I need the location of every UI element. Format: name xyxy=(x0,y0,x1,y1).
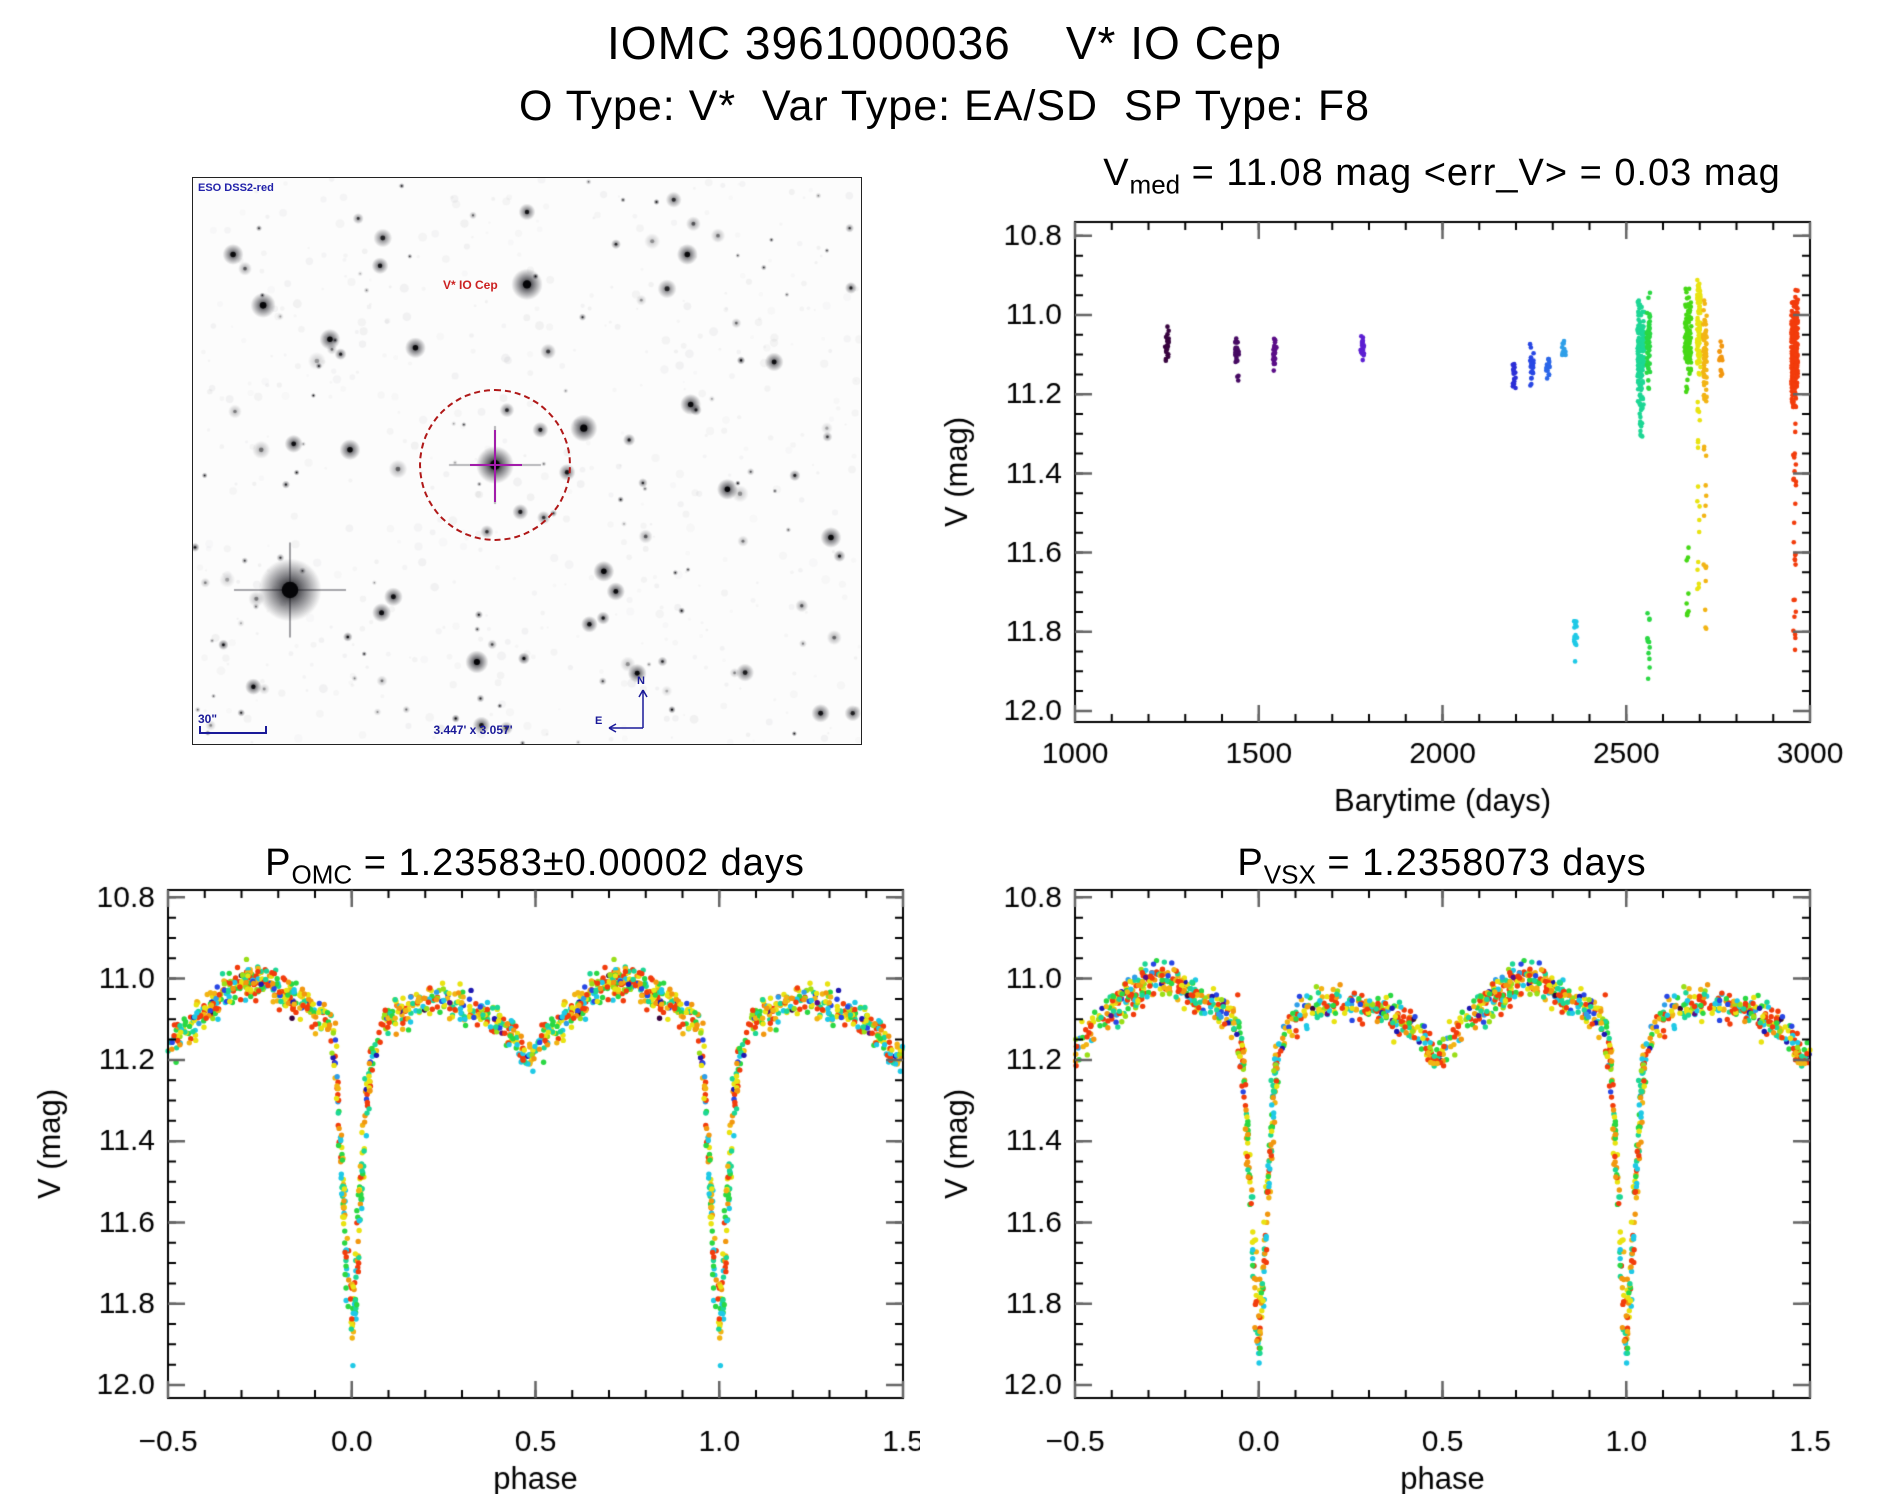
phase-vsx-plot-canvas xyxy=(780,880,1889,1494)
finder-chart: ESO DSS2-red V* IO Cep 30" 3.447' x 3.05… xyxy=(192,177,862,745)
title-symbol: P xyxy=(265,842,292,884)
target-circle-marker xyxy=(419,389,571,541)
scale-bar-label: 30" xyxy=(198,712,218,726)
barytime-plot-canvas xyxy=(900,150,1889,830)
title-value: = 1.2358073 days xyxy=(1315,842,1647,884)
title-symbol: P xyxy=(1237,842,1264,884)
fov-size-label: 3.447' x 3.057' xyxy=(433,723,513,737)
compass-icon: N E xyxy=(595,675,648,733)
compass-east-label: E xyxy=(595,715,602,727)
phase-vsx-plot-title: PVSX = 1.2358073 days xyxy=(892,842,1889,891)
page-subtitle: O Type: V* Var Type: EA/SD SP Type: F8 xyxy=(518,82,1371,130)
compass-north-label: N xyxy=(637,675,645,687)
survey-label: ESO DSS2-red xyxy=(198,182,274,194)
page-title: IOMC 3961000036 V* IO Cep xyxy=(607,17,1282,69)
crosshair-icon xyxy=(494,430,496,502)
scale-bar xyxy=(199,726,267,734)
title-value: = 1.23583±0.00002 days xyxy=(352,842,805,884)
phase-omc-plot-title: POMC = 1.23583±0.00002 days xyxy=(0,842,1085,891)
target-star-label: V* IO Cep xyxy=(443,278,498,292)
phase-omc-plot-canvas xyxy=(20,880,920,1494)
crosshair-icon xyxy=(470,464,522,466)
